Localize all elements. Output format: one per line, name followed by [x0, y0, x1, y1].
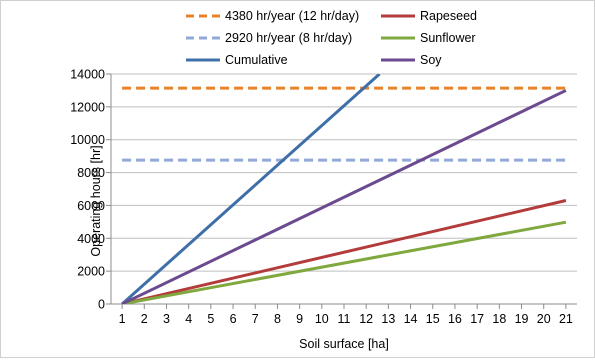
- x-tick-18: 18: [492, 312, 506, 326]
- y-tick-12000: 12000: [70, 100, 105, 114]
- y-tick-8000: 8000: [77, 166, 105, 180]
- x-tick-9: 9: [296, 312, 303, 326]
- legend-label-cumulative: Cumulative: [225, 53, 288, 67]
- x-tick-labels: 1 2 3 4 5 6 7 8 9 10 11 12 13 14 15 16 17 18 19 20 21: [119, 312, 573, 326]
- y-axis-label: Operating hours [hr]: [89, 145, 103, 256]
- gridlines: [111, 73, 577, 272]
- x-tick-16: 16: [448, 312, 462, 326]
- legend: 4380 hr/year (12 hr/day) Rapeseed 2920 hr/…: [186, 9, 477, 67]
- x-tick-5: 5: [207, 312, 214, 326]
- x-tick-11: 11: [338, 312, 351, 326]
- x-tick-15: 15: [426, 312, 440, 326]
- x-tick-8: 8: [274, 312, 281, 326]
- legend-label-rapeseed: Rapeseed: [420, 9, 477, 23]
- legend-label-4380-hr-year-12-hr-day: 4380 hr/year (12 hr/day): [225, 9, 359, 23]
- legend-label-soy: Soy: [420, 53, 442, 67]
- x-tick-1: 1: [119, 312, 126, 326]
- x-tick-3: 3: [163, 312, 170, 326]
- series-line-cumulative: [121, 74, 381, 304]
- plot-area: [121, 74, 567, 304]
- x-tick-20: 20: [537, 312, 551, 326]
- series-line-rapeseed: [121, 199, 567, 304]
- y-tick-0: 0: [98, 298, 105, 312]
- legend-label-2920-hr-year-8-hr-day: 2920 hr/year (8 hr/day): [225, 31, 352, 45]
- x-tick-7: 7: [252, 312, 259, 326]
- x-tick-10: 10: [315, 312, 329, 326]
- x-tick-2: 2: [141, 312, 148, 326]
- series-line-soy: [121, 89, 567, 304]
- x-tick-17: 17: [470, 312, 484, 326]
- x-tick-13: 13: [381, 312, 395, 326]
- legend-label-sunflower: Sunflower: [420, 31, 476, 45]
- x-tick-19: 19: [515, 312, 529, 326]
- x-tick-14: 14: [404, 312, 418, 326]
- y-tick-10000: 10000: [70, 133, 105, 147]
- y-tick-4000: 4000: [77, 232, 105, 246]
- y-tick-labels: 0 2000 4000 6000 8000 10000 12000 14000: [70, 68, 105, 312]
- axes: [106, 73, 577, 309]
- series-line-sunflower: [121, 220, 567, 304]
- x-tick-12: 12: [359, 312, 373, 326]
- y-tick-14000: 14000: [70, 68, 105, 82]
- x-axis-label: Soil surface [ha]: [299, 337, 389, 351]
- x-tick-21: 21: [559, 312, 573, 326]
- x-tick-6: 6: [230, 312, 237, 326]
- x-tick-4: 4: [185, 312, 192, 326]
- y-tick-6000: 6000: [77, 199, 105, 213]
- y-tick-2000: 2000: [77, 265, 105, 279]
